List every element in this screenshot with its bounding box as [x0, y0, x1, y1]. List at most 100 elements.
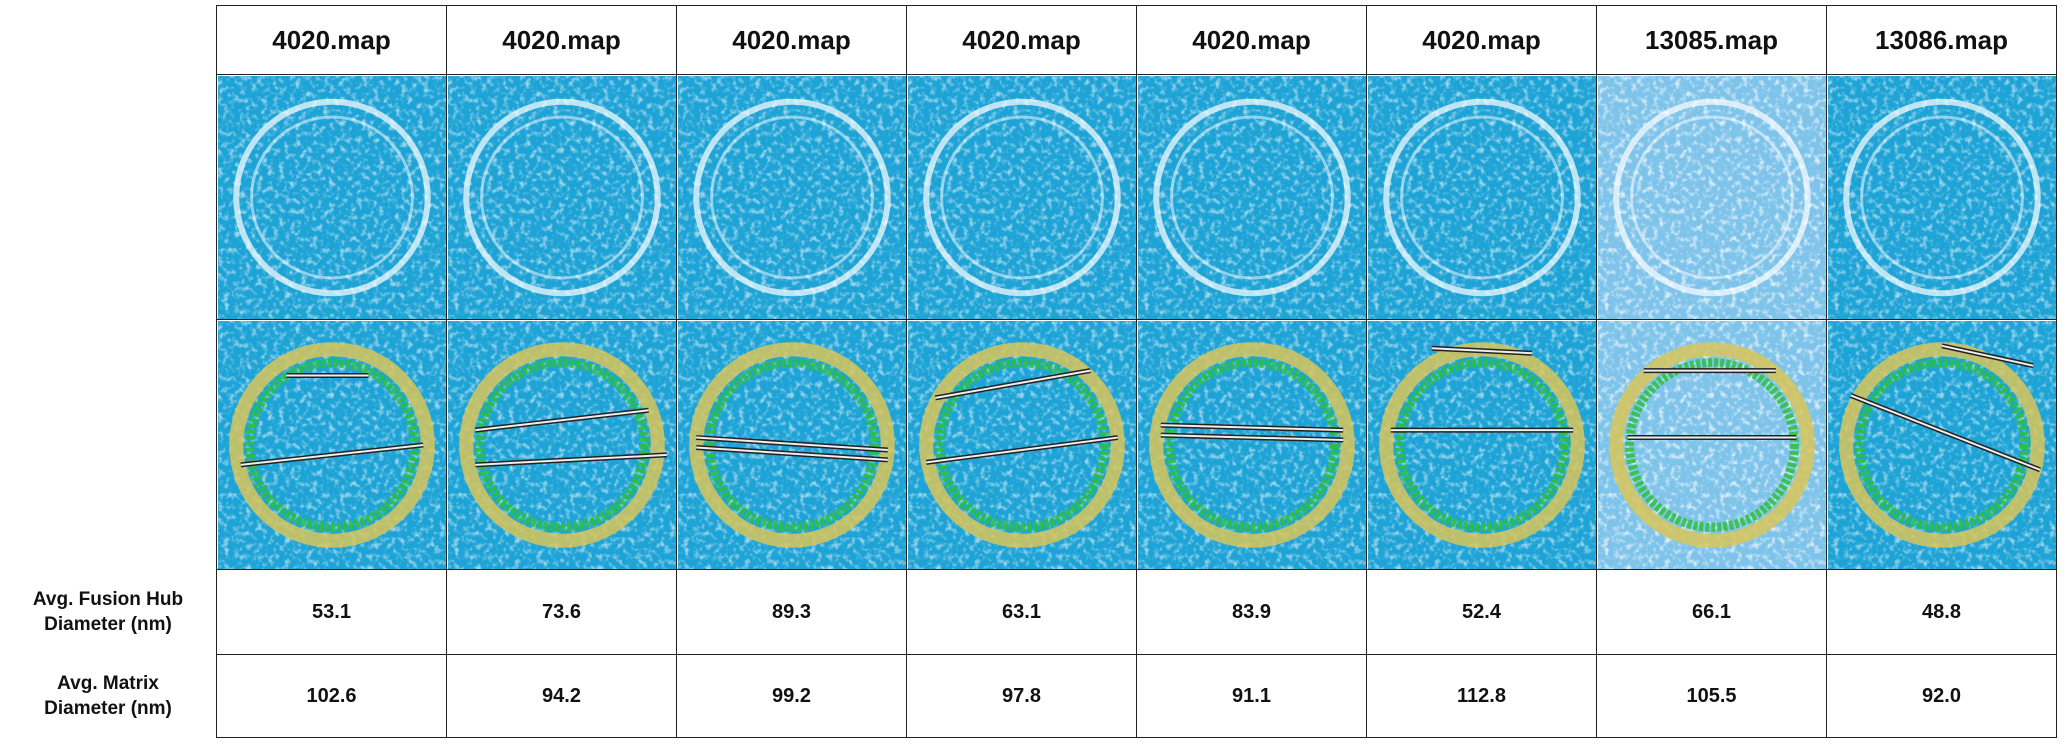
micrograph — [907, 75, 1136, 319]
value-cell: 73.6 — [447, 570, 677, 655]
image-cell — [447, 320, 677, 570]
inner-ring — [1399, 115, 1564, 279]
membrane-ring — [462, 98, 661, 296]
row-spacer — [0, 75, 217, 320]
image-cell — [1597, 320, 1827, 570]
inner-ring — [1859, 115, 2024, 279]
hub-ring — [934, 357, 1109, 532]
matrix-ring — [458, 341, 665, 548]
micrograph — [217, 320, 446, 569]
image-cell — [1137, 320, 1367, 570]
membrane-ring — [922, 98, 1121, 296]
image-cell — [1827, 320, 2057, 570]
hub-ring — [1854, 357, 2029, 532]
membrane-ring — [232, 98, 431, 296]
image-cell — [677, 75, 907, 320]
membrane-ring — [1152, 98, 1351, 296]
membrane-ring — [1842, 98, 2041, 296]
micrograph — [677, 75, 906, 319]
column-header: 13085.map — [1597, 5, 1827, 75]
micrograph — [217, 75, 446, 319]
matrix-ring — [1608, 341, 1815, 548]
value-cell: 83.9 — [1137, 570, 1367, 655]
measure-line-core — [1160, 423, 1343, 431]
value-cell: 105.5 — [1597, 655, 1827, 738]
inner-ring — [249, 115, 414, 279]
measure-line-core — [934, 369, 1091, 399]
value-cell: 91.1 — [1137, 655, 1367, 738]
micrograph — [447, 320, 676, 569]
measure-line-core — [695, 445, 888, 461]
matrix-ring — [688, 341, 895, 548]
membrane-ring — [1612, 98, 1811, 296]
row-label: Avg. Matrix Diameter (nm) — [0, 655, 217, 738]
column-header: 4020.map — [907, 5, 1137, 75]
micrograph — [1597, 320, 1826, 569]
matrix-ring — [918, 341, 1125, 548]
micrograph — [1597, 75, 1826, 319]
image-cell — [217, 75, 447, 320]
value-cell: 89.3 — [677, 570, 907, 655]
value-cell: 112.8 — [1367, 655, 1597, 738]
value-cell: 94.2 — [447, 655, 677, 738]
row-spacer — [0, 320, 217, 570]
micrograph — [1827, 320, 2056, 569]
hub-ring — [1624, 357, 1799, 532]
image-cell — [1597, 75, 1827, 320]
inner-ring — [1629, 115, 1794, 279]
image-cell — [217, 320, 447, 570]
value-cell: 92.0 — [1827, 655, 2057, 738]
value-cell: 97.8 — [907, 655, 1137, 738]
micrograph — [447, 75, 676, 319]
measure-line-core — [474, 408, 649, 431]
measure-line-core — [695, 436, 888, 451]
value-cell: 48.8 — [1827, 570, 2057, 655]
image-cell — [1367, 75, 1597, 320]
measure-line-core — [1849, 393, 2040, 471]
inner-ring — [939, 115, 1104, 279]
measure-line-core — [240, 443, 423, 466]
image-cell — [907, 75, 1137, 320]
micrograph — [677, 320, 906, 569]
micrograph — [1827, 75, 2056, 319]
image-cell — [907, 320, 1137, 570]
image-cell — [677, 320, 907, 570]
matrix-ring — [228, 341, 435, 548]
corner — [0, 5, 217, 75]
matrix-ring — [1148, 341, 1355, 548]
membrane-ring — [692, 98, 891, 296]
measure-line-core — [925, 436, 1118, 463]
column-header: 13086.map — [1827, 5, 2057, 75]
value-cell: 63.1 — [907, 570, 1137, 655]
inner-ring — [1169, 115, 1334, 279]
measure-line-core — [1431, 346, 1532, 354]
image-cell — [447, 75, 677, 320]
membrane-ring — [1382, 98, 1581, 296]
value-cell: 99.2 — [677, 655, 907, 738]
figure-table: 4020.map 4020.map 4020.map 4020.map 4020.map… — [0, 5, 2057, 738]
hub-ring — [1394, 357, 1569, 532]
column-header: 4020.map — [217, 5, 447, 75]
column-header: 4020.map — [677, 5, 907, 75]
inner-ring — [479, 115, 644, 279]
inner-ring — [709, 115, 874, 279]
value-cell: 53.1 — [217, 570, 447, 655]
image-cell — [1137, 75, 1367, 320]
column-header: 4020.map — [447, 5, 677, 75]
micrograph — [1367, 320, 1596, 569]
hub-ring — [704, 357, 879, 532]
measure-line-core — [1941, 344, 2033, 367]
column-header: 4020.map — [1137, 5, 1367, 75]
matrix-ring — [1838, 341, 2045, 548]
value-cell: 52.4 — [1367, 570, 1597, 655]
value-cell: 102.6 — [217, 655, 447, 738]
micrograph — [907, 320, 1136, 569]
column-header: 4020.map — [1367, 5, 1597, 75]
micrograph — [1137, 320, 1366, 569]
measure-line-core — [474, 453, 667, 466]
row-label: Avg. Fusion Hub Diameter (nm) — [0, 570, 217, 655]
hub-ring — [474, 357, 649, 532]
image-cell — [1827, 75, 2057, 320]
micrograph — [1137, 75, 1366, 319]
